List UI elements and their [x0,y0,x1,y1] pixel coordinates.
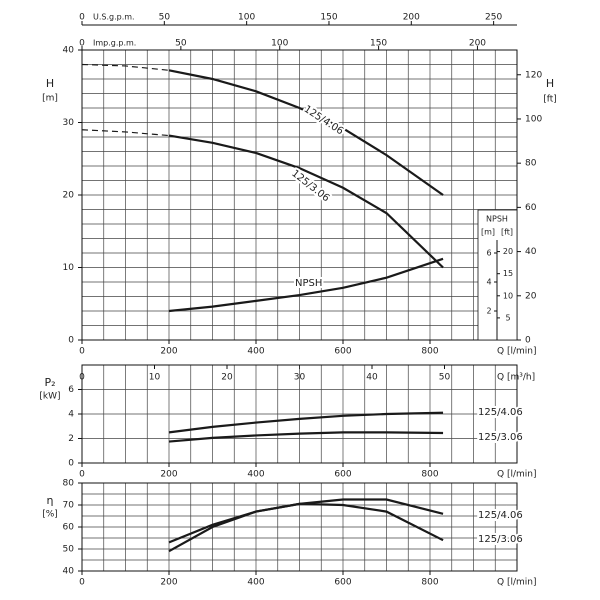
x-axis-label: Q [l/min] [497,470,536,480]
y-axis-label: P₂ [44,376,55,389]
npsh-ft-tick-label: 15 [503,269,513,278]
top-axis-tick-label: 0 [79,13,85,23]
curve-label: 125/4.06 [302,104,346,138]
x-tick-label: 600 [334,470,351,480]
curve [168,498,444,544]
y-axis-unit: [kW] [39,392,60,402]
curve-label: 125/4.06 [478,407,523,418]
y-tick-label: 0 [68,459,74,469]
y-axis-label: η [47,494,54,507]
x-tick-label: 200 [160,470,177,480]
x-tick-label: 200 [160,578,177,588]
curve [168,134,444,269]
y2-tick-label: 120 [525,70,542,80]
x-tick-label: 0 [79,578,85,588]
curve [81,63,170,71]
y-tick-label: 6 [68,385,74,395]
x-tick-label: 800 [421,470,438,480]
y-tick-label: 40 [63,567,75,577]
x-tick-label: 800 [421,578,438,588]
top-axis-label: Imp.g.p.m. [93,39,136,48]
curve [168,69,444,196]
y-tick-label: 70 [63,501,75,511]
curve [81,129,170,137]
curve [168,502,444,553]
y-tick-label: 30 [63,118,75,128]
y-tick-label: 80 [63,479,75,489]
top-axis-tick-label: 200 [403,13,420,23]
m3h-tick-label: 50 [439,373,451,383]
y-tick-label: 4 [68,410,74,420]
y-tick-label: 2 [68,434,74,444]
x-tick-label: 400 [247,347,264,357]
x-tick-label: 400 [247,470,264,480]
y-tick-label: 50 [63,545,75,555]
curve [168,257,444,313]
x-tick-label: 0 [79,470,85,480]
y2-tick-label: 20 [525,291,537,301]
y-tick-label: 40 [63,46,75,56]
y2-axis-unit: [ft] [543,95,557,105]
y-tick-label: 20 [63,191,75,201]
npsh-ft-tick-label: 20 [503,247,513,256]
m3h-tick-label: 40 [366,373,378,383]
top-axis-tick-label: 150 [320,13,337,23]
y-axis-unit: [m] [42,94,58,104]
x-axis-label: Q [l/min] [497,578,536,588]
x-tick-label: 600 [334,578,351,588]
y2-tick-label: 40 [525,247,537,257]
m3h-axis-label: Q [m³/h] [497,373,535,383]
top-axis-tick-label: 100 [271,39,288,49]
npsh-m-tick-label: 6 [486,249,491,258]
curve [168,431,444,443]
npsh-m-unit: [m] [481,228,495,237]
top-axis-tick-label: 0 [79,39,85,49]
x-tick-label: 200 [160,347,177,357]
y-tick-label: 10 [63,263,75,273]
x-tick-label: 0 [79,347,85,357]
top-axis-tick-label: 50 [159,13,171,23]
top-axis-tick-label: 200 [469,39,486,49]
x-tick-label: 600 [334,347,351,357]
npsh-ft-tick-label: 10 [503,291,513,300]
npsh-m-tick-label: 2 [486,307,491,316]
top-axis-tick-label: 150 [370,39,387,49]
y-tick-label: 60 [63,523,75,533]
y2-tick-label: 60 [525,203,537,213]
curve-label: 125/4.06 [478,510,523,521]
top-axis-tick-label: 100 [238,13,255,23]
curve-label: 125/3.06 [478,534,523,545]
curve-label: 125/3.06 [478,432,523,443]
top-axis-label: U.S.g.p.m. [93,13,135,22]
x-tick-label: 400 [247,578,264,588]
m3h-tick-label: 10 [149,373,161,383]
top-axis-tick-label: 250 [485,13,502,23]
npsh-ft-tick-label: 5 [505,313,510,322]
y-axis-unit: [%] [42,510,58,520]
y-axis-label: H [46,77,54,90]
curve [168,411,444,434]
y2-axis-label: H [546,77,554,90]
y2-tick-label: 100 [525,114,542,124]
curve-label: NPSH [295,278,322,289]
npsh-m-tick-label: 4 [486,278,491,287]
y-tick-label: 0 [68,336,74,346]
npsh-axis-label: NPSH [486,215,508,224]
y2-tick-label: 0 [525,336,531,346]
top-axis-tick-label: 50 [175,39,187,49]
x-axis-label: Q [l/min] [497,347,536,357]
y2-tick-label: 80 [525,159,537,169]
npsh-ft-unit: [ft] [501,228,513,237]
x-tick-label: 800 [421,347,438,357]
m3h-tick-label: 20 [221,373,233,383]
